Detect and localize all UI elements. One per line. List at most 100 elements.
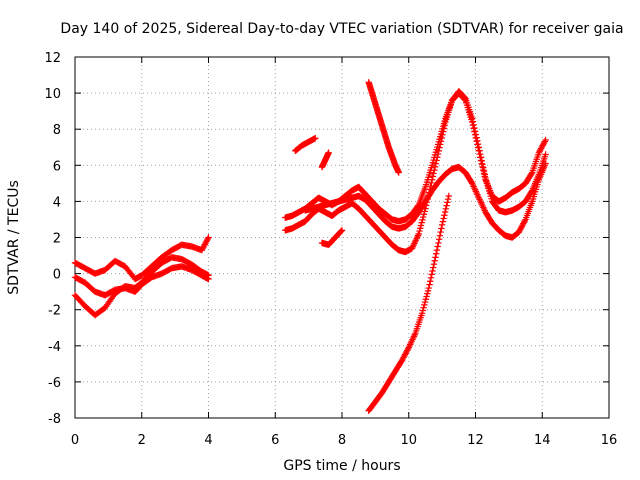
x-tick-label: 2 [138, 433, 146, 448]
data-point [437, 138, 445, 145]
data-point [477, 154, 485, 161]
data-point [519, 221, 526, 229]
y-tick-label: -4 [48, 340, 61, 355]
data-point [202, 239, 209, 247]
data-point [431, 163, 439, 171]
data-point [199, 245, 206, 252]
data-point [204, 235, 211, 243]
data-point [540, 139, 548, 147]
data-point [205, 275, 212, 283]
data-point [438, 225, 445, 232]
data-point [203, 237, 211, 244]
data-point [471, 128, 479, 135]
data-point [517, 226, 524, 233]
data-point [542, 160, 549, 167]
data-point [428, 179, 435, 187]
y-tick-label: 2 [53, 232, 61, 247]
x-tick-label: 14 [534, 433, 551, 448]
data-point [443, 202, 450, 209]
data-point [520, 220, 527, 227]
data-point [417, 222, 425, 229]
data-point [542, 151, 549, 158]
y-tick-label: 8 [53, 123, 61, 138]
data-point [468, 115, 476, 122]
data-point [420, 211, 428, 218]
data-point [440, 215, 447, 222]
data-point [469, 118, 477, 125]
data-point [431, 257, 438, 264]
y-tick-label: -6 [48, 376, 61, 391]
data-point [420, 213, 427, 221]
data-point [461, 94, 468, 101]
series-track-b [71, 263, 212, 299]
data-point [517, 224, 525, 232]
data-point [420, 304, 427, 311]
data-point [416, 227, 423, 235]
data-point [471, 124, 478, 132]
series-track-h [318, 149, 332, 171]
data-point [325, 149, 332, 156]
data-point [437, 228, 444, 236]
data-point [535, 149, 543, 156]
data-point [434, 243, 441, 250]
data-point [427, 278, 434, 285]
data-point [404, 345, 412, 353]
data-point [398, 357, 406, 364]
data-point [441, 121, 448, 129]
series-track-e [282, 88, 549, 256]
data-point [201, 241, 208, 248]
data-point [474, 140, 482, 148]
data-point [440, 125, 448, 132]
data-point [200, 242, 208, 250]
data-point [516, 227, 523, 234]
data-point [418, 310, 426, 317]
data-point [476, 147, 483, 154]
data-point [428, 271, 435, 278]
series-track-k [365, 192, 452, 414]
data-point [445, 192, 452, 200]
data-point [338, 227, 345, 235]
data-point [438, 221, 446, 229]
series-track-d [282, 89, 549, 225]
data-point [435, 147, 442, 155]
data-point [429, 267, 436, 275]
data-point [423, 293, 430, 300]
data-point [424, 287, 432, 295]
y-tick-label: 12 [44, 51, 61, 66]
data-point [401, 351, 409, 358]
data-point [440, 128, 447, 135]
x-tick-label: 4 [204, 433, 212, 448]
data-point [444, 199, 451, 206]
data-point [478, 157, 486, 165]
data-point [537, 146, 544, 154]
data-point [422, 296, 430, 303]
series-track-i [318, 227, 346, 248]
data-point [421, 298, 429, 306]
data-point [403, 348, 410, 356]
data-point [541, 138, 549, 145]
y-tick-label: 4 [53, 195, 61, 210]
data-point [430, 264, 437, 271]
data-point [401, 352, 408, 360]
data-point [419, 307, 427, 314]
data-point [430, 170, 437, 177]
data-point [442, 205, 450, 213]
data-point [430, 260, 438, 268]
x-tick-label: 10 [400, 433, 417, 448]
data-point [480, 164, 487, 171]
data-point [515, 228, 523, 236]
data-point [438, 134, 445, 142]
x-tick-label: 16 [601, 433, 618, 448]
y-tick-label: 10 [44, 87, 61, 102]
data-point [521, 217, 529, 225]
data-point [419, 216, 426, 224]
data-point [480, 167, 488, 175]
data-point [434, 150, 442, 158]
data-point [338, 227, 346, 234]
data-point [425, 284, 432, 292]
data-point [395, 169, 402, 176]
series-track-g [292, 135, 319, 155]
x-tick-label: 8 [338, 433, 346, 448]
data-point [539, 142, 546, 149]
